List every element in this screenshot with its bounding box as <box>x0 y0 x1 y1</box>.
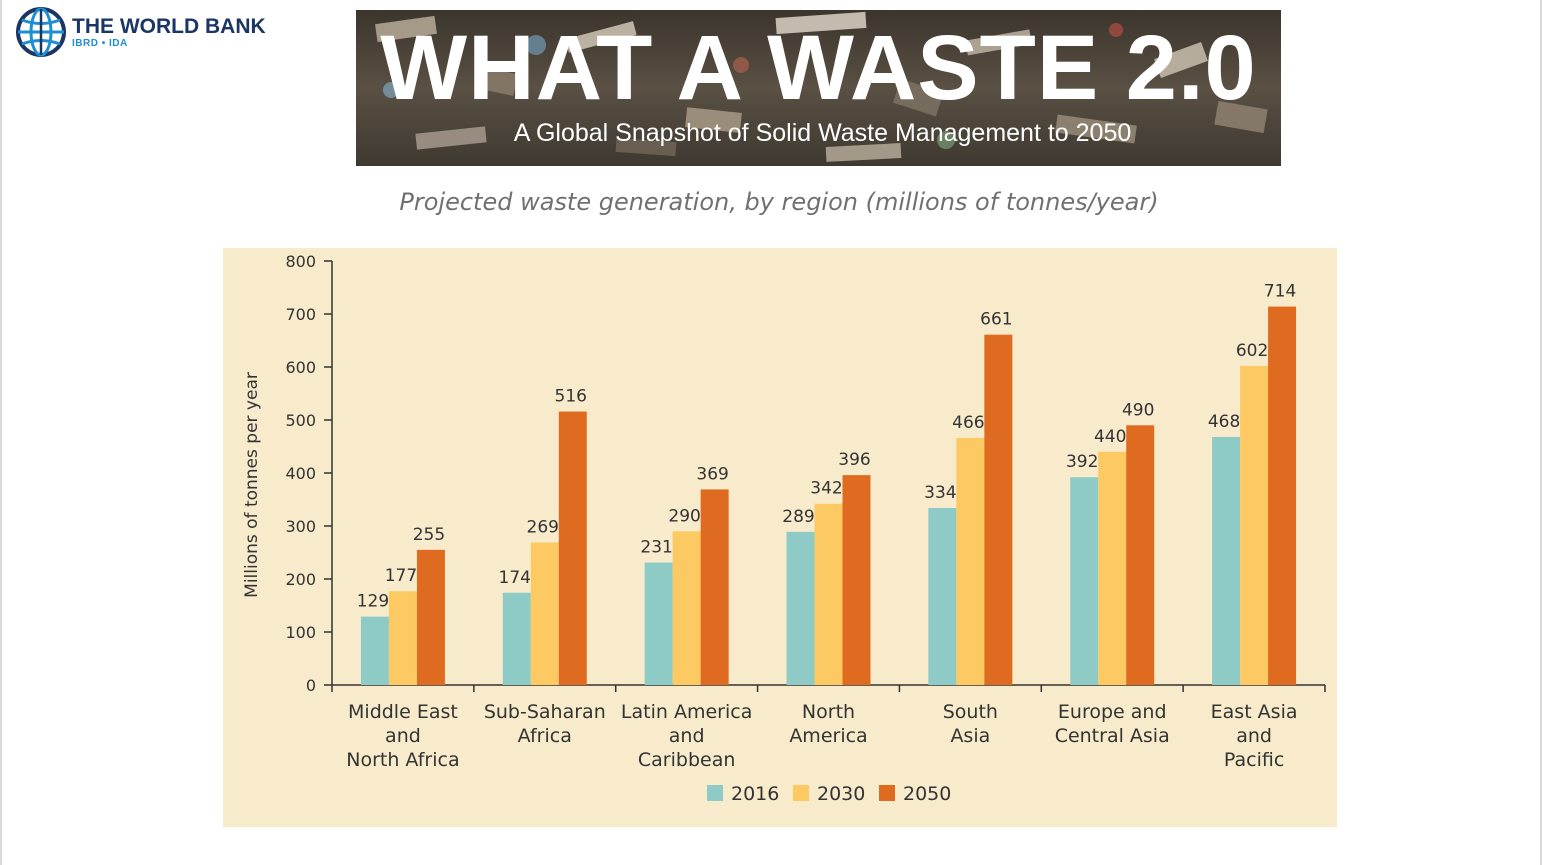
y-tick-label: 700 <box>285 305 316 324</box>
category-label: South Asia <box>943 701 998 747</box>
legend-label-2030: 2030 <box>817 783 865 805</box>
bar-2016 <box>360 616 389 685</box>
bar-2030 <box>1098 451 1127 685</box>
legend-label-2050: 2050 <box>903 783 951 805</box>
globe-icon <box>16 7 66 57</box>
bar-2030 <box>1240 365 1269 685</box>
category-label-line: and <box>385 725 421 747</box>
y-tick-label: 600 <box>285 358 316 377</box>
bar-2016 <box>928 507 957 685</box>
data-label-2030: 602 <box>1236 341 1268 361</box>
data-label-2050: 661 <box>980 310 1012 330</box>
category-label-line: Asia <box>950 725 990 747</box>
bar-2050 <box>1268 306 1297 685</box>
bar-2050 <box>984 334 1013 685</box>
category-label: Sub-Saharan Africa <box>484 701 606 747</box>
bar-2030 <box>388 591 417 685</box>
category-label: Europe and Central Asia <box>1055 701 1170 747</box>
bar-2050 <box>416 549 445 685</box>
banner-title: WHAT A WASTE 2.0 <box>380 17 1257 119</box>
data-label-2030: 290 <box>668 506 700 526</box>
bar-2016 <box>644 562 673 685</box>
data-label-2016: 468 <box>1208 412 1240 432</box>
y-tick-label: 200 <box>285 570 316 589</box>
category-label-line: Latin America <box>621 701 752 723</box>
category-label-line: East Asia <box>1211 701 1298 723</box>
bar-2050 <box>558 411 587 685</box>
data-label-2016: 231 <box>640 538 672 558</box>
bar-2050 <box>842 475 871 685</box>
category-label: East Asia and Pacific <box>1211 701 1298 771</box>
banner-subtitle: A Global Snapshot of Solid Waste Managem… <box>513 119 1132 147</box>
data-label-2030: 177 <box>385 566 417 586</box>
category-label: North America <box>789 701 867 747</box>
category-label-line: America <box>789 725 867 747</box>
y-tick-label: 400 <box>285 464 316 483</box>
chart-heading: Projected waste generation, by region (m… <box>399 188 1159 216</box>
logo-subtitle: IBRD • IDA <box>72 37 128 49</box>
data-label-2016: 174 <box>499 568 531 588</box>
y-tick-label: 0 <box>306 676 316 695</box>
category-label-line: and <box>669 725 705 747</box>
category-label: Middle East and North Africa <box>346 701 459 771</box>
category-label-line: North <box>802 701 855 723</box>
category-label-line: Caribbean <box>638 749 736 771</box>
bar-2016 <box>1070 477 1099 685</box>
data-label-2030: 342 <box>810 479 842 499</box>
category-label-line: Africa <box>518 725 572 747</box>
category-label-line: Europe and <box>1058 701 1167 723</box>
data-label-2016: 392 <box>1066 452 1098 472</box>
data-label-2030: 269 <box>527 517 559 537</box>
waste-photo-background <box>356 10 1281 166</box>
data-label-2050: 396 <box>838 450 870 470</box>
y-tick-label: 300 <box>285 517 316 536</box>
category-label-line: South <box>943 701 998 723</box>
category-label-line: Sub-Saharan <box>484 701 606 723</box>
data-label-2016: 129 <box>357 592 389 612</box>
bar-2030 <box>672 531 701 685</box>
data-labels: 129 177 255 174 269 516 231 290 369 289 342 396 334 4… <box>357 282 1297 612</box>
y-tick-label: 800 <box>285 252 316 271</box>
data-label-2050: 516 <box>555 387 587 407</box>
bar-2050 <box>700 489 729 685</box>
bar-2016 <box>1212 436 1241 685</box>
data-label-2050: 490 <box>1122 400 1154 420</box>
legend-label-2016: 2016 <box>731 783 779 805</box>
bar-2016 <box>502 592 531 685</box>
data-label-2050: 255 <box>413 525 445 545</box>
category-label-line: North Africa <box>346 749 459 771</box>
category-label-line: Middle East <box>348 701 458 723</box>
legend-swatch-2016 <box>707 785 723 801</box>
y-axis: 0 100 200 300 400 500 600 700 800 Millions of ton… <box>242 252 333 695</box>
bar-2030 <box>814 503 843 685</box>
legend-swatch-2050 <box>879 785 895 801</box>
category-label-line: Pacific <box>1224 749 1284 771</box>
world-bank-logo: THE WORLD BANK IBRD • IDA <box>14 5 266 59</box>
data-label-2016: 289 <box>782 507 814 527</box>
bar-2016 <box>786 531 815 685</box>
y-tick-label: 500 <box>285 411 316 430</box>
y-tick-label: 100 <box>285 623 316 642</box>
legend-swatch-2030 <box>793 785 809 801</box>
y-axis-title: Millions of tonnes per year <box>242 372 262 598</box>
logo-name: THE WORLD BANK <box>72 14 266 38</box>
category-label: Latin America and Caribbean <box>621 701 752 771</box>
data-label-2050: 714 <box>1264 282 1296 302</box>
legend: 2016 2030 2050 <box>707 783 951 805</box>
bar-2030 <box>956 438 985 685</box>
report-banner: WHAT A WASTE 2.0 A Global Snapshot of So… <box>356 10 1281 166</box>
data-label-2016: 334 <box>924 483 956 503</box>
data-label-2030: 466 <box>952 413 984 433</box>
category-label-line: and <box>1236 725 1272 747</box>
data-label-2030: 440 <box>1094 427 1126 447</box>
bars <box>360 306 1297 685</box>
bar-2050 <box>1126 425 1155 685</box>
bar-chart: 0 100 200 300 400 500 600 700 800 Millions of ton… <box>242 252 1326 805</box>
category-label-line: Central Asia <box>1055 725 1170 747</box>
chart-panel: 0 100 200 300 400 500 600 700 800 Millions of ton… <box>223 248 1337 827</box>
data-label-2050: 369 <box>696 464 728 484</box>
bar-2030 <box>530 542 559 685</box>
